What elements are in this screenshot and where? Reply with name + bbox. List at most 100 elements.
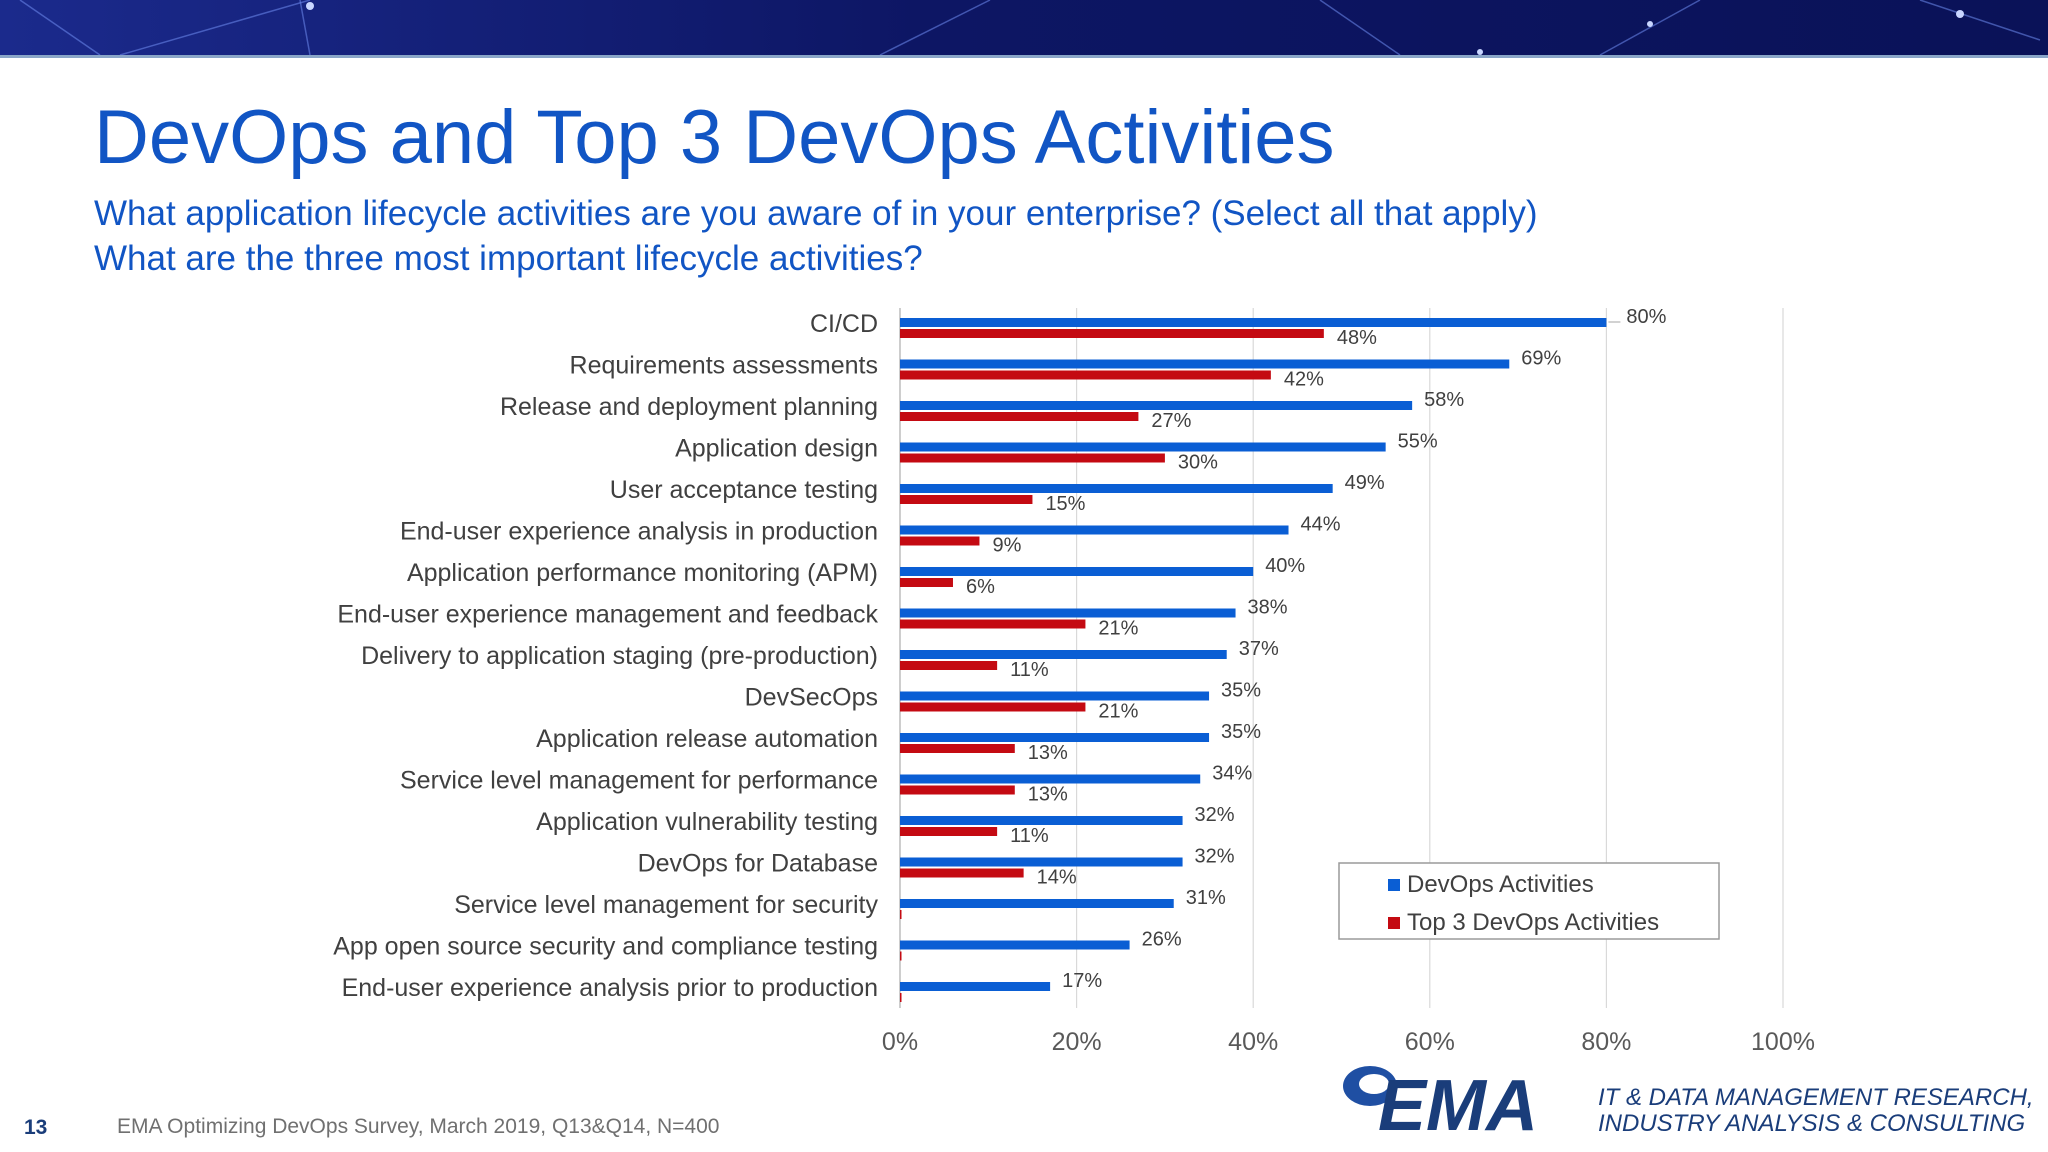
category-label-application-design: Application design bbox=[675, 435, 878, 463]
bar-top-3-devops-activities bbox=[900, 412, 1139, 421]
bar-devops-activities bbox=[900, 567, 1254, 576]
data-label-devops-activities: 38% bbox=[1248, 597, 1288, 619]
bar-devops-activities bbox=[900, 442, 1386, 452]
bar-top-3-devops-activities bbox=[900, 827, 998, 836]
data-label-devops-activities: 34% bbox=[1212, 763, 1252, 785]
data-label-top-3-devops-activities: 11% bbox=[1010, 659, 1049, 681]
bar-devops-activities bbox=[900, 774, 1201, 784]
tagline-line-1: IT & DATA MANAGEMENT RESEARCH, bbox=[1598, 1084, 2034, 1111]
bar-top-3-devops-activities bbox=[900, 370, 1271, 380]
legend-label-devops-activities: DevOps Activities bbox=[1407, 871, 1594, 898]
bar-devops-activities bbox=[900, 733, 1210, 742]
category-label-application-release-automation: Application release automation bbox=[536, 725, 878, 753]
category-label-application-vulnerability-testing: Application vulnerability testing bbox=[536, 808, 878, 836]
bar-top-3-devops-activities bbox=[900, 453, 1165, 463]
data-label-devops-activities: 58% bbox=[1424, 389, 1464, 411]
data-label-top-3-devops-activities: 15% bbox=[1045, 493, 1085, 515]
ema-logo: EMA bbox=[1343, 1066, 1538, 1140]
x-tick-label: 40% bbox=[1228, 1028, 1278, 1056]
network-banner-graphic bbox=[0, 0, 2048, 58]
x-tick-label: 80% bbox=[1581, 1028, 1631, 1056]
bar-devops-activities bbox=[900, 857, 1183, 867]
bar-top-3-devops-activities bbox=[900, 578, 953, 587]
category-label-application-performance-monitoring-apm: Application performance monitoring (APM) bbox=[407, 559, 878, 587]
data-label-top-3-devops-activities: 27% bbox=[1151, 410, 1191, 432]
category-label-app-open-source-security-and-compliance-testing: App open source security and compliance … bbox=[333, 933, 878, 961]
bar-devops-activities bbox=[900, 691, 1210, 701]
bar-top-3-devops-activities bbox=[900, 744, 1015, 753]
bar-devops-activities bbox=[900, 940, 1130, 950]
x-axis-ticks: 0% 20% 40% 60% 80% 100% bbox=[882, 1028, 1815, 1056]
data-label-devops-activities: 35% bbox=[1221, 721, 1261, 743]
bar-devops-activities bbox=[900, 899, 1174, 908]
data-label-devops-activities: 69% bbox=[1521, 348, 1561, 370]
tagline-line-2: INDUSTRY ANALYSIS & CONSULTING bbox=[1598, 1110, 2026, 1137]
slide-title: DevOps and Top 3 DevOps Activities bbox=[94, 95, 1335, 180]
data-label-devops-activities: 35% bbox=[1221, 680, 1261, 702]
data-label-devops-activities: 32% bbox=[1195, 804, 1235, 826]
bar-top-3-devops-activities bbox=[900, 910, 902, 919]
data-label-top-3-devops-activities: 9% bbox=[992, 535, 1021, 557]
bar-devops-activities bbox=[900, 484, 1333, 493]
data-label-top-3-devops-activities: 6% bbox=[966, 576, 995, 598]
bar-devops-activities bbox=[900, 650, 1227, 659]
x-tick-label: 0% bbox=[882, 1028, 918, 1056]
bar-devops-activities bbox=[900, 608, 1236, 618]
bar-devops-activities bbox=[900, 359, 1510, 369]
data-label-devops-activities: 40% bbox=[1265, 555, 1305, 577]
bar-top-3-devops-activities bbox=[900, 495, 1033, 504]
bar-top-3-devops-activities bbox=[900, 329, 1324, 338]
category-label-service-level-management-for-security: Service level management for security bbox=[454, 891, 878, 919]
data-label-devops-activities: 55% bbox=[1398, 431, 1438, 453]
data-label-devops-activities: 32% bbox=[1195, 846, 1235, 868]
legend-swatch-top-3-devops-activities bbox=[1388, 917, 1400, 929]
slide-subtitle-line-1: What application lifecycle activities ar… bbox=[94, 194, 1538, 233]
slide-subtitle-line-2: What are the three most important lifecy… bbox=[94, 239, 923, 278]
category-label-end-user-experience-management-and-feedback: End-user experience management and feedb… bbox=[337, 601, 878, 629]
data-label-top-3-devops-activities: 11% bbox=[1010, 825, 1049, 847]
ema-logo-swoosh-inner bbox=[1359, 1074, 1389, 1094]
data-label-devops-activities: 17% bbox=[1062, 970, 1102, 992]
legend-frame bbox=[1338, 862, 1720, 940]
data-label-devops-activities: 37% bbox=[1239, 638, 1279, 660]
category-label-end-user-experience-analysis-prior-to-production: End-user experience analysis prior to pr… bbox=[342, 974, 878, 1002]
data-label-devops-activities: 49% bbox=[1345, 472, 1385, 494]
category-label-service-level-management-for-performance: Service level management for performance bbox=[400, 767, 878, 795]
category-label-user-acceptance-testing: User acceptance testing bbox=[610, 476, 878, 504]
bars: 80% 48% 69% 42% 58% 27% 55% 30% 49% 15% 44% 9% 40% 6%… bbox=[900, 306, 1667, 1002]
x-tick-label: 20% bbox=[1052, 1028, 1102, 1056]
legend-swatch-devops-activities bbox=[1388, 879, 1400, 891]
data-label-devops-activities: 80% bbox=[1626, 306, 1666, 328]
chart-legend: DevOps Activities Top 3 DevOps Activitie… bbox=[1338, 862, 1720, 940]
source-footnote: EMA Optimizing DevOps Survey, March 2019… bbox=[117, 1115, 720, 1138]
bar-top-3-devops-activities bbox=[900, 619, 1086, 629]
data-label-top-3-devops-activities: 30% bbox=[1178, 452, 1218, 474]
data-label-devops-activities: 26% bbox=[1142, 929, 1182, 951]
category-label-ci-cd: CI/CD bbox=[810, 310, 878, 338]
data-label-top-3-devops-activities: 21% bbox=[1098, 618, 1138, 640]
category-label-devops-for-database: DevOps for Database bbox=[638, 850, 878, 878]
category-label-devsecops: DevSecOps bbox=[745, 684, 878, 712]
x-tick-label: 100% bbox=[1751, 1028, 1815, 1056]
data-label-top-3-devops-activities: 42% bbox=[1284, 369, 1324, 391]
bar-devops-activities bbox=[900, 525, 1289, 535]
bar-chart: 80% 48% 69% 42% 58% 27% 55% 30% 49% 15% 44% 9% 40% 6%… bbox=[333, 306, 1815, 1056]
category-label-release-and-deployment-planning: Release and deployment planning bbox=[500, 393, 878, 421]
data-label-top-3-devops-activities: 21% bbox=[1098, 701, 1138, 723]
data-label-top-3-devops-activities: 13% bbox=[1028, 784, 1068, 806]
x-tick-label: 60% bbox=[1405, 1028, 1455, 1056]
ema-logo-text: EMA bbox=[1378, 1066, 1538, 1140]
bar-top-3-devops-activities bbox=[900, 951, 902, 961]
data-label-top-3-devops-activities: 13% bbox=[1028, 742, 1068, 764]
bar-devops-activities bbox=[900, 982, 1051, 991]
category-label-delivery-to-application-staging-pre-production: Delivery to application staging (pre-pro… bbox=[361, 642, 878, 670]
bar-devops-activities bbox=[900, 816, 1183, 825]
bar-top-3-devops-activities bbox=[900, 993, 902, 1002]
category-label-end-user-experience-analysis-in-production: End-user experience analysis in producti… bbox=[400, 518, 878, 546]
bar-devops-activities bbox=[900, 318, 1607, 327]
bar-top-3-devops-activities bbox=[900, 661, 998, 670]
category-label-requirements-assessments: Requirements assessments bbox=[570, 352, 878, 380]
category-labels: CI/CD Requirements assessments Release and… bbox=[333, 310, 878, 1002]
data-label-devops-activities: 44% bbox=[1301, 514, 1341, 536]
header-banner bbox=[0, 0, 2048, 58]
